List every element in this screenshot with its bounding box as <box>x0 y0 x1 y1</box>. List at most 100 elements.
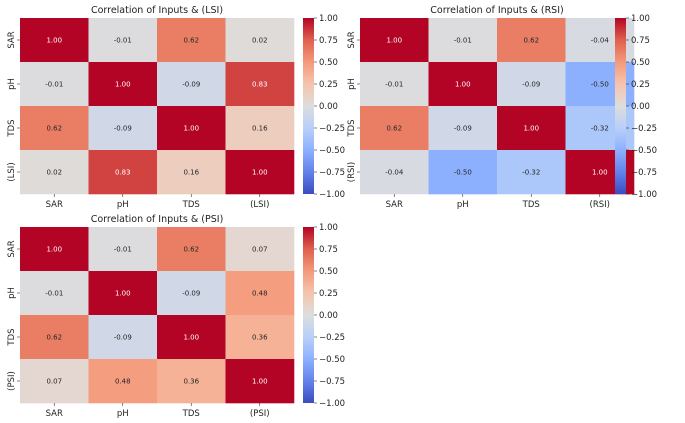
heatmap-cell <box>157 227 226 272</box>
cell-value-label: -0.09 <box>114 125 132 133</box>
heatmap-cell <box>360 62 429 107</box>
heatmap-title: Correlation of Inputs & (PSI) <box>91 214 224 225</box>
heatmap-cell <box>497 106 566 151</box>
colorbar <box>615 18 626 194</box>
x-tick-label: (RSI) <box>590 200 610 210</box>
y-tick-label: TDS <box>7 328 17 346</box>
cell-value-label: 0.62 <box>183 246 199 254</box>
heatmap-title: Correlation of Inputs & (LSI) <box>91 5 223 16</box>
x-tick-label: TDS <box>522 200 540 210</box>
cell-value-label: 0.62 <box>386 125 402 133</box>
colorbar-tick-label: 0.00 <box>319 102 338 112</box>
heatmap-cell <box>360 18 429 63</box>
colorbar-tick-label: −0.25 <box>319 333 345 343</box>
cell-value-label: 1.00 <box>523 125 539 133</box>
x-tick-label: pH <box>117 200 129 210</box>
cell-value-label: -0.32 <box>591 125 609 133</box>
y-tick-label: pH <box>347 78 357 90</box>
cell-value-label: -0.09 <box>182 81 200 89</box>
colorbar-tick-label: 0.75 <box>319 36 338 46</box>
cell-value-label: -0.04 <box>591 37 610 45</box>
colorbar-tick-label: −0.25 <box>631 124 657 134</box>
heatmap-cell <box>157 359 226 404</box>
colorbar-tick-label: 0.75 <box>631 36 650 46</box>
heatmap-cell <box>88 227 158 272</box>
colorbar-tick-label: 0.25 <box>631 80 650 90</box>
colorbar-tick-label: −0.50 <box>319 355 345 365</box>
y-tick-label: pH <box>7 78 17 90</box>
cell-value-label: 0.36 <box>183 378 199 386</box>
heatmap-cell <box>225 150 295 195</box>
heatmap-cell <box>157 106 226 151</box>
heatmap-cell <box>88 315 158 360</box>
x-tick-label: (PSI) <box>250 409 270 419</box>
heatmap-cell <box>20 62 89 107</box>
x-tick-label: SAR <box>46 409 63 419</box>
colorbar <box>303 227 314 403</box>
cell-value-label: -0.01 <box>454 37 472 45</box>
heatmap-cell <box>225 62 295 107</box>
heatmap-cell <box>88 106 158 151</box>
heatmap-cell <box>225 271 295 316</box>
cell-value-label: -0.09 <box>114 334 132 342</box>
heatmap-cell <box>20 315 89 360</box>
y-tick-label: TDS <box>7 119 17 137</box>
x-tick-label: TDS <box>182 409 200 419</box>
cell-value-label: 1.00 <box>183 334 199 342</box>
cell-value-label: 1.00 <box>46 246 62 254</box>
heatmap-cell <box>360 150 429 195</box>
colorbar-tick-label: −0.75 <box>319 377 345 387</box>
colorbar-tick-label: −0.50 <box>319 146 345 156</box>
cell-value-label: 1.00 <box>115 290 131 298</box>
cell-value-label: 0.62 <box>183 37 199 45</box>
y-tick-label: (LSI) <box>7 162 17 181</box>
heatmap-cell <box>88 62 158 107</box>
colorbar-tick-label: 1.00 <box>631 14 650 24</box>
colorbar-tick-label: 1.00 <box>319 14 338 24</box>
cell-value-label: 1.00 <box>386 37 402 45</box>
cell-value-label: 0.62 <box>523 37 539 45</box>
cell-value-label: -0.01 <box>114 246 132 254</box>
cell-value-label: 0.16 <box>252 125 268 133</box>
cell-value-label: 0.02 <box>252 37 268 45</box>
cell-value-label: 1.00 <box>252 378 268 386</box>
heatmap-cell <box>428 150 498 195</box>
cell-value-label: -0.09 <box>454 125 472 133</box>
cell-value-label: -0.32 <box>522 169 540 177</box>
heatmap-cell <box>360 106 429 151</box>
cell-value-label: -0.01 <box>45 81 63 89</box>
heatmap-cell <box>20 150 89 195</box>
colorbar-tick-label: 0.75 <box>319 245 338 255</box>
heatmap-cell <box>225 359 295 404</box>
heatmap-cell <box>225 227 295 272</box>
heatmap-cell <box>428 18 498 63</box>
heatmap-cell <box>88 271 158 316</box>
heatmap-panel-3: Correlation of Inputs & (PSI) 1.00 -0.01 0.… <box>7 214 345 419</box>
colorbar-tick-label: 0.25 <box>319 80 338 90</box>
cell-value-label: 0.48 <box>252 290 268 298</box>
cell-value-label: -0.04 <box>385 169 404 177</box>
heatmap-cell <box>20 359 89 404</box>
cell-value-label: -0.01 <box>114 37 132 45</box>
heatmap-cell <box>88 359 158 404</box>
colorbar-tick-label: −0.50 <box>631 146 657 156</box>
y-tick-label: SAR <box>7 31 17 48</box>
cell-value-label: 0.36 <box>252 334 268 342</box>
cell-value-label: 0.07 <box>46 378 62 386</box>
cell-value-label: 1.00 <box>46 37 62 45</box>
cell-value-label: 0.62 <box>46 125 62 133</box>
heatmap-cell <box>497 18 566 63</box>
colorbar-tick-label: 0.25 <box>319 289 338 299</box>
heatmap-title: Correlation of Inputs & (RSI) <box>430 5 563 16</box>
x-tick-label: (LSI) <box>250 200 269 210</box>
heatmap-cell <box>157 315 226 360</box>
y-tick-label: pH <box>7 287 17 299</box>
cell-value-label: -0.50 <box>454 169 472 177</box>
heatmap-cell <box>157 18 226 63</box>
colorbar-tick-label: −0.25 <box>319 124 345 134</box>
heatmap-cell <box>157 62 226 107</box>
colorbar-tick-label: 0.00 <box>319 311 338 321</box>
heatmap-cell <box>157 271 226 316</box>
cell-value-label: 0.02 <box>46 169 62 177</box>
x-tick-label: TDS <box>182 200 200 210</box>
